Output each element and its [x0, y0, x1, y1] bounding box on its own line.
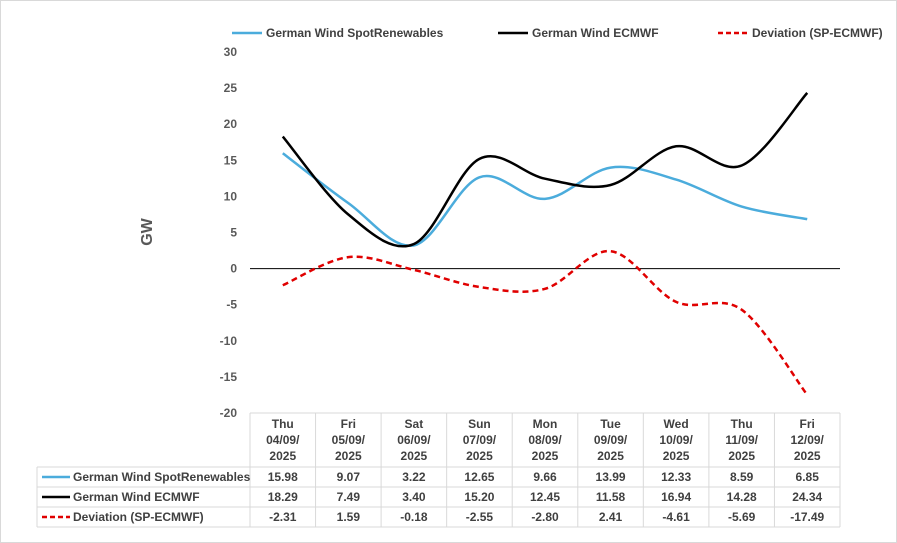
- table-row-label-0: German Wind SpotRenewables: [73, 470, 251, 484]
- table-cell: -2.80: [531, 510, 559, 524]
- table-cell: 14.28: [727, 490, 757, 504]
- data-table: Thu 04/09/2025 Fri 05/09/2025 Sat 06/09/2025 S…: [36, 412, 841, 528]
- y-axis: 30 25 20 15 10 5 0 -5 -10 -15 -20: [220, 45, 238, 420]
- legend-label-1: German Wind ECMWF: [532, 26, 659, 40]
- y-tick-label: -15: [220, 370, 238, 384]
- category-label: Mon 08/09/2025: [528, 417, 562, 463]
- series-lines: [281, 92, 809, 396]
- y-tick-label: 0: [230, 262, 237, 276]
- table-cell: 12.45: [530, 490, 560, 504]
- category-label: Fri 05/09/2025: [332, 417, 366, 463]
- y-tick-label: 20: [224, 117, 238, 131]
- table-cell: -5.69: [728, 510, 756, 524]
- table-cell: -2.55: [466, 510, 494, 524]
- table-cell: 9.07: [337, 470, 361, 484]
- series-line-1: [281, 92, 809, 248]
- table-cell: 6.85: [796, 470, 820, 484]
- table-cell: 12.33: [661, 470, 691, 484]
- y-tick-label: 10: [224, 189, 238, 203]
- table-cell: 15.98: [268, 470, 298, 484]
- category-label: Wed 10/09/2025: [659, 417, 693, 463]
- table-cell: 2.41: [599, 510, 623, 524]
- category-label: Fri 12/09/2025: [791, 417, 825, 463]
- table-cell: 18.29: [268, 490, 298, 504]
- category-label: Sat 06/09/2025: [397, 417, 431, 463]
- table-cell: -4.61: [662, 510, 690, 524]
- y-tick-label: -20: [220, 406, 238, 420]
- series-line-0: [282, 152, 808, 247]
- legend: German Wind SpotRenewables German Wind EC…: [232, 26, 883, 40]
- table-cell: 9.66: [533, 470, 557, 484]
- y-tick-label: 5: [230, 226, 237, 240]
- category-label: Tue 09/09/2025: [594, 417, 628, 463]
- table-cell: 24.34: [792, 490, 822, 504]
- table-cell: -0.18: [400, 510, 428, 524]
- category-label: Thu 04/09/2025: [266, 417, 300, 463]
- y-tick-label: -10: [220, 334, 238, 348]
- table-row-label-2: Deviation (SP-ECMWF): [73, 510, 204, 524]
- series-line-2: [282, 249, 809, 396]
- y-tick-label: -5: [226, 298, 237, 312]
- table-cell: 16.94: [661, 490, 691, 504]
- legend-label-2: Deviation (SP-ECMWF): [752, 26, 883, 40]
- table-cell: 7.49: [337, 490, 361, 504]
- table-cell: -2.31: [269, 510, 297, 524]
- table-cell: 1.59: [337, 510, 361, 524]
- legend-label-0: German Wind SpotRenewables: [266, 26, 444, 40]
- y-tick-label: 25: [224, 81, 238, 95]
- y-axis-title: GW: [139, 217, 156, 245]
- y-tick-label: 15: [224, 153, 238, 167]
- table-row-label-1: German Wind ECMWF: [73, 490, 200, 504]
- category-label: Sun 07/09/2025: [463, 417, 497, 463]
- table-cell: 12.65: [464, 470, 494, 484]
- table-cell: -17.49: [790, 510, 824, 524]
- table-cell: 13.99: [596, 470, 626, 484]
- y-tick-label: 30: [224, 45, 238, 59]
- table-cell: 8.59: [730, 470, 754, 484]
- table-cell: 3.22: [402, 470, 426, 484]
- category-label: Thu 11/09/2025: [725, 417, 758, 463]
- table-cell: 11.58: [596, 490, 626, 504]
- table-cell: 3.40: [402, 490, 426, 504]
- table-cell: 15.20: [464, 490, 494, 504]
